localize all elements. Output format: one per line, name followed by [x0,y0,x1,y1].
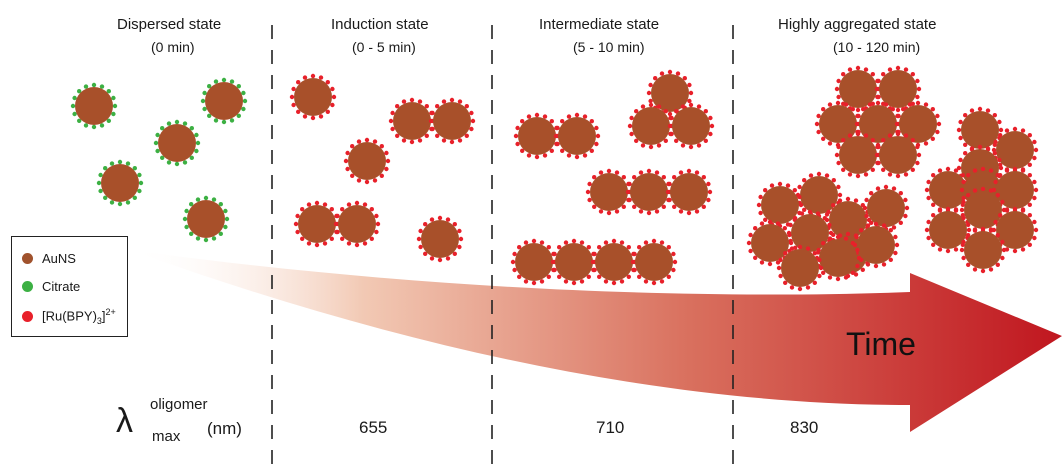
stage-title-dispersed: Dispersed state [117,16,222,33]
ru-aunp [343,137,391,185]
ru-aunp [585,168,633,216]
ru-aunp [590,238,638,286]
ru-aunp [991,126,1039,174]
ru-aunp [874,65,922,113]
ru-aunp [510,238,558,286]
legend-label-auns: AuNS [42,251,76,266]
ru-aunp [924,206,972,254]
legend-item-citrate: Citrate [22,279,80,294]
ru-aunp [776,244,824,292]
stage-title-induction: Induction state [331,16,429,33]
time-arrow [130,250,1062,432]
lambda-subscript: max [152,428,181,445]
ru-aunp [428,97,476,145]
ru-aunp [553,112,601,160]
ru-aunp [627,102,675,150]
citrate-aunp [182,195,230,243]
citrate-aunp [70,82,118,130]
ru-aunp [289,73,337,121]
legend-item-ru: [Ru(BPY)3]2+ [22,307,116,326]
lambda-value-aggregated: 830 [790,418,819,437]
citrate-aunp [96,159,144,207]
ru-aunp [862,184,910,232]
stage-time-intermediate: (5 - 10 min) [573,39,645,55]
ru-aunp [756,181,804,229]
time-label: Time [846,326,916,362]
ru-aunp [665,168,713,216]
stage-time-aggregated: (10 - 120 min) [833,39,921,55]
lambda-value-induction: 655 [359,418,388,437]
stage-time-induction: (0 - 5 min) [352,39,416,55]
ru-aunp [293,200,341,248]
lambda-symbol: λ [116,402,133,440]
legend-item-auns: AuNS [22,251,76,266]
ru-aunp [667,102,715,150]
citrate-swatch-icon [22,281,33,292]
ru-aunp [852,221,900,269]
ru-aunp [834,65,882,113]
lambda-unit: (nm) [207,419,242,438]
legend-label-ru: [Ru(BPY)3]2+ [42,307,116,326]
ru-aunp [416,215,464,263]
ru-aunp [513,112,561,160]
stage-title-intermediate: Intermediate state [539,16,660,33]
ru-aunp [834,131,882,179]
ru-aunp [959,226,1007,274]
lambda-value-intermediate: 710 [596,418,625,437]
citrate-aunp [200,77,248,125]
ru-swatch-icon [22,310,33,322]
ru-aunp [550,238,598,286]
legend-box: AuNS Citrate [Ru(BPY)3]2+ [11,236,128,337]
stage-time-dispersed: (0 min) [151,39,195,55]
nanoparticles [70,65,1039,292]
legend-label-citrate: Citrate [42,279,81,294]
ru-aunp [625,168,673,216]
ru-aunp [388,97,436,145]
ru-aunp [630,238,678,286]
stage-title-aggregated: Highly aggregated state [778,16,937,33]
ru-aunp [814,234,862,282]
citrate-aunp [153,119,201,167]
ru-aunp [874,131,922,179]
ru-aunp [333,200,381,248]
lambda-superscript: oligomer [150,396,208,413]
auns-swatch-icon [22,253,33,264]
